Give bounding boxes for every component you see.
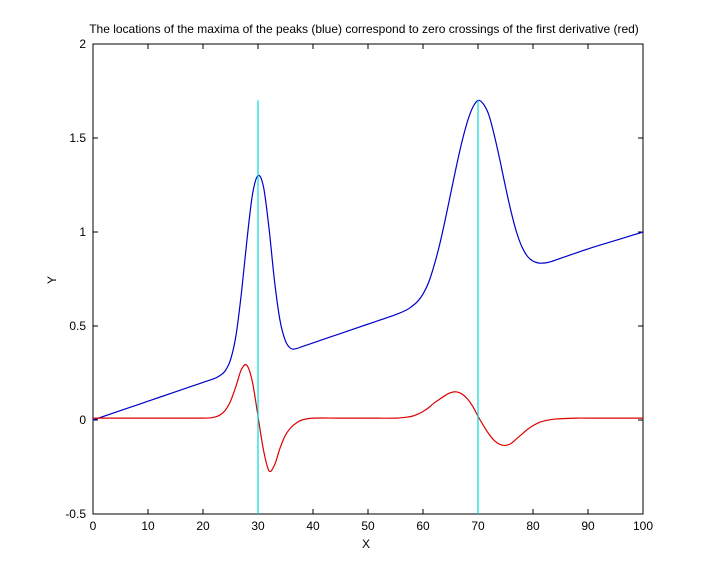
x-tick-label: 70 (471, 519, 485, 533)
x-tick-label: 0 (90, 519, 97, 533)
y-axis-label: Y (45, 276, 59, 284)
x-tick-label: 30 (251, 519, 265, 533)
plot-area (92, 43, 644, 515)
series-layer (92, 99, 644, 514)
derivative-line (93, 364, 643, 473)
y-axis: -0.5 0 0.5 1 1.5 2 (65, 37, 643, 521)
x-axis-label: X (362, 537, 370, 551)
x-tick-label: 90 (581, 519, 595, 533)
x-tick-label: 40 (306, 519, 320, 533)
signal-line (92, 99, 644, 421)
x-tick-label: 10 (141, 519, 155, 533)
x-tick-label: 80 (526, 519, 540, 533)
y-tick-label: 1.5 (69, 131, 86, 145)
y-tick-label: -0.5 (65, 507, 86, 521)
y-tick-label: 0.5 (69, 319, 86, 333)
x-axis: 0 10 20 30 40 50 60 70 80 90 100 (90, 44, 653, 533)
y-tick-label: 0 (79, 413, 86, 427)
chart-title: The locations of the maxima of the peaks… (89, 22, 639, 36)
y-tick-label: 2 (79, 37, 86, 51)
x-tick-label: 20 (196, 519, 210, 533)
y-tick-label: 1 (79, 225, 86, 239)
x-tick-label: 60 (416, 519, 430, 533)
x-tick-label: 50 (361, 519, 375, 533)
x-tick-label: 100 (633, 519, 653, 533)
